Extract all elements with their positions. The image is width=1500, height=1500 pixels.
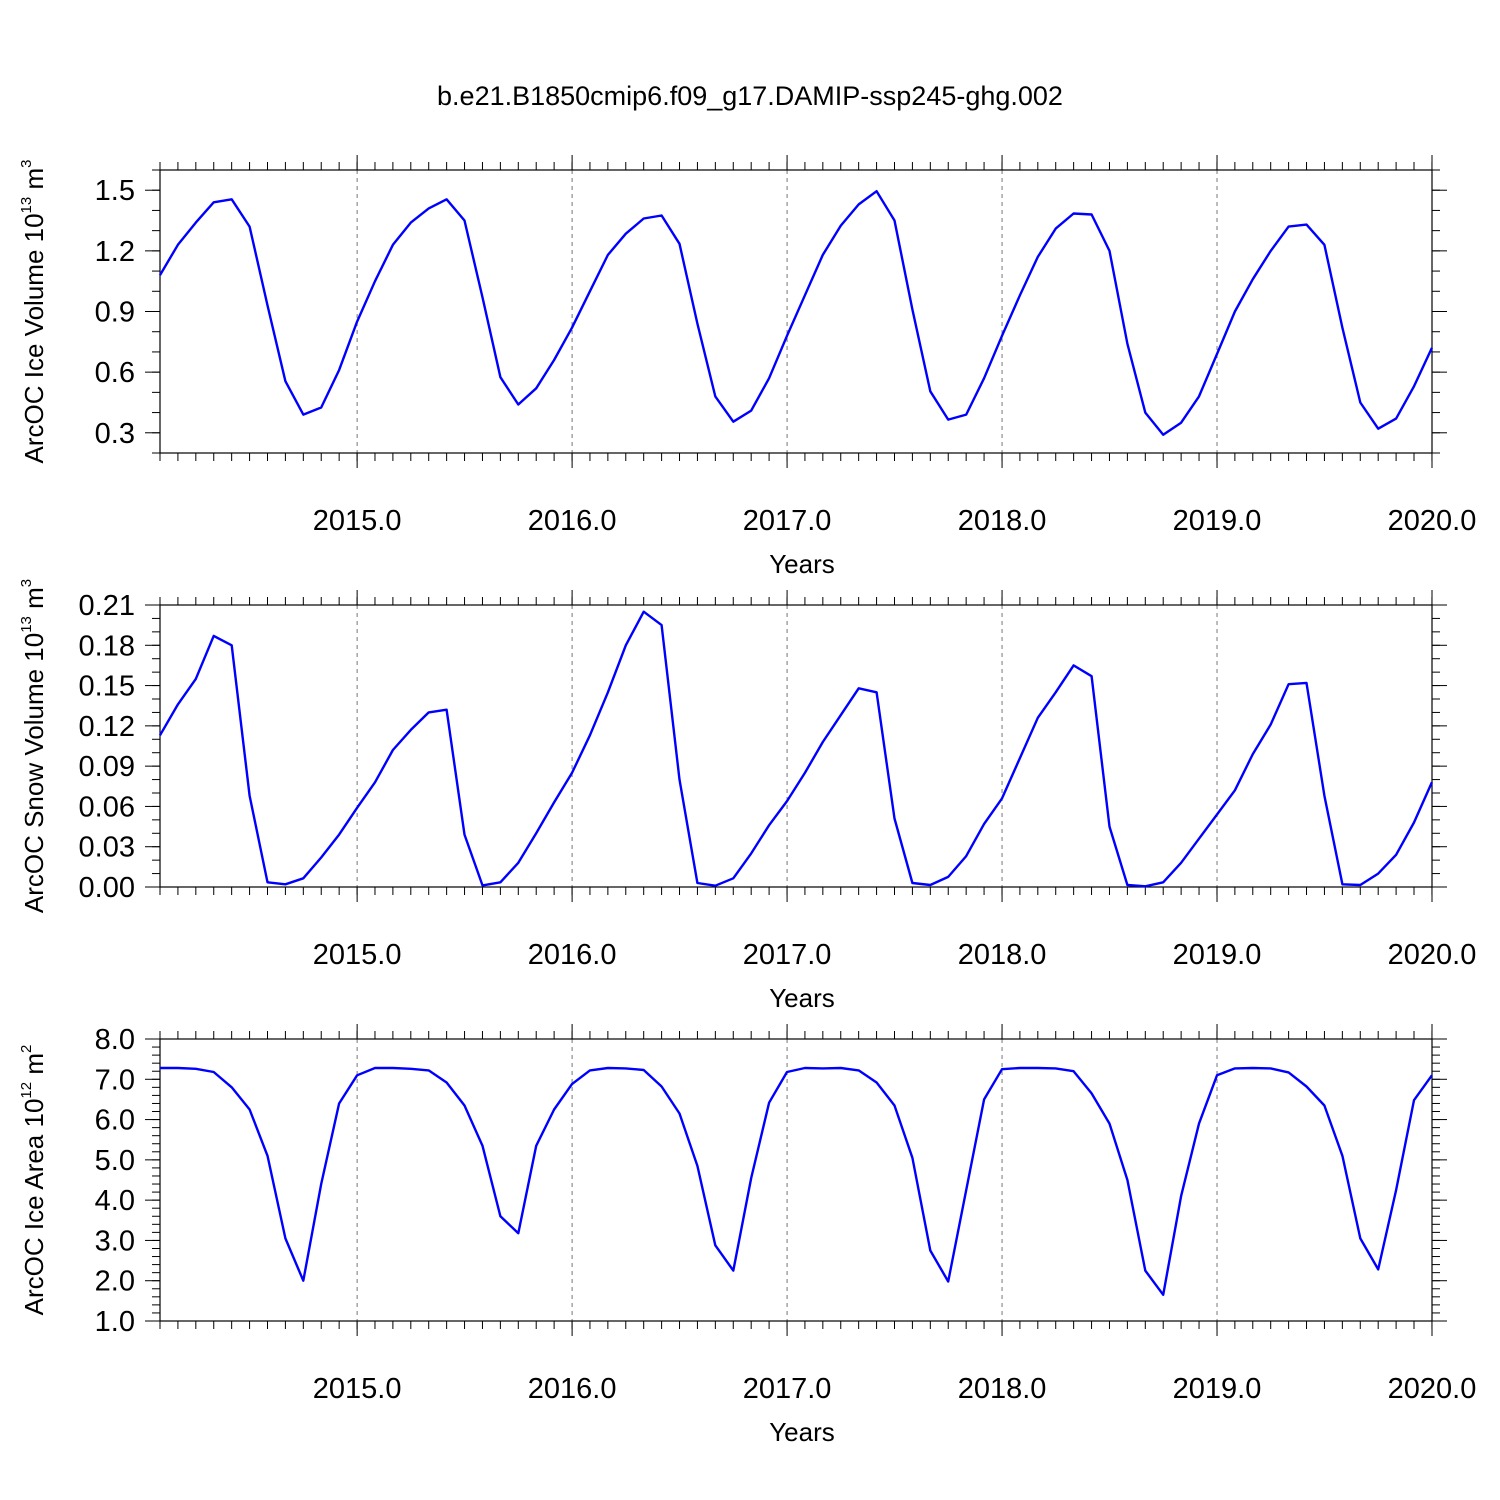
chart-title: b.e21.B1850cmip6.f09_g17.DAMIP-ssp245-gh… [437,81,1063,111]
y-tick-label: 4.0 [95,1185,135,1217]
x-tick-label: 2018.0 [958,505,1047,537]
y-tick-label: 0.18 [79,630,135,662]
y-tick-label: 1.2 [95,236,135,268]
y-tick-label: 6.0 [95,1105,135,1137]
y-tick-label: 0.03 [79,832,135,864]
y-tick-label: 7.0 [95,1064,135,1096]
x-tick-label: 2017.0 [743,1373,832,1405]
x-tick-label: 2019.0 [1173,505,1262,537]
x-axis-label: Years [769,549,835,579]
panel-2: 2015.0 2016.0 2017.0 2018.0 2019.0 2020.0 0.00… [18,579,1476,1013]
x-tick-label: 2015.0 [313,505,402,537]
y-tick-label: 3.0 [95,1225,135,1257]
x-tick-label: 2015.0 [313,939,402,971]
plot-frame [159,169,1433,454]
series-line-2 [158,610,1433,888]
y-tick-label: 0.6 [95,357,135,389]
panel-3: 2015.0 2016.0 2017.0 2018.0 2019.0 2020.0 1.0 2… [18,1024,1476,1447]
plot-frame [159,1038,1433,1322]
y-tick-label: 0.15 [79,671,135,703]
series-line-1 [158,189,1433,436]
x-tick-label: 2019.0 [1173,939,1262,971]
y-axis-label: ArcOC Ice Area 1012 m2 [18,1045,49,1316]
x-tick-label: 2020.0 [1388,1373,1477,1405]
y-tick-label: 0.09 [79,751,135,783]
y-tick-label: 0.3 [95,418,135,450]
x-tick-label: 2020.0 [1388,505,1477,537]
x-tick-label: 2017.0 [743,505,832,537]
y-tick-label: 8.0 [95,1024,135,1056]
y-tick-label: 1.0 [95,1306,135,1338]
x-tick-label: 2015.0 [313,1373,402,1405]
series-line-3 [160,1066,1433,1297]
x-tick-label: 2016.0 [528,939,617,971]
y-tick-label: 1.5 [95,175,135,207]
x-tick-label: 2020.0 [1388,939,1477,971]
y-tick-label: 0.9 [95,297,135,329]
panel-1: 2015.0 2016.0 2017.0 2018.0 2019.0 2020.0 0.3 0… [18,155,1476,579]
x-tick-label: 2016.0 [528,505,617,537]
x-tick-label: 2017.0 [743,939,832,971]
y-tick-label: 0.06 [79,791,135,823]
panels: 2015.0 2016.0 2017.0 2018.0 2019.0 2020.0 0.3 0… [18,155,1476,1447]
y-tick-label: 0.21 [79,590,135,622]
x-tick-label: 2019.0 [1173,1373,1262,1405]
y-axis-label: ArcOC Snow Volume 1013 m3 [18,579,49,913]
x-axis-label: Years [769,983,835,1013]
y-tick-label: 0.00 [79,872,135,904]
y-tick-label: 0.12 [79,711,135,743]
x-tick-label: 2016.0 [528,1373,617,1405]
x-axis-label: Years [769,1417,835,1447]
y-axis-label: ArcOC Ice Volume 1013 m3 [18,160,49,464]
plot-frame [159,604,1433,888]
x-tick-label: 2018.0 [958,1373,1047,1405]
y-tick-label: 5.0 [95,1145,135,1177]
x-tick-label: 2018.0 [958,939,1047,971]
y-tick-label: 2.0 [95,1266,135,1298]
